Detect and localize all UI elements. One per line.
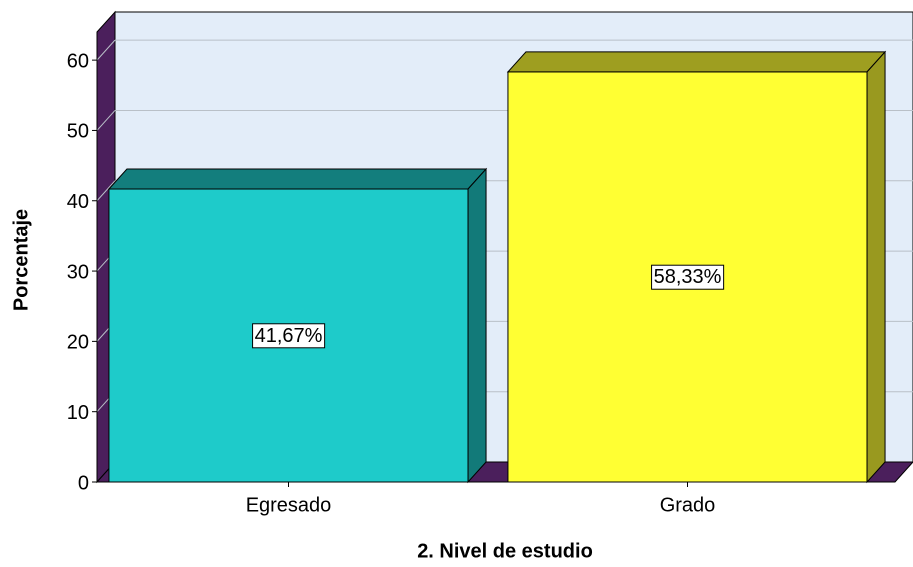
- value-label: 58,33%: [654, 266, 722, 288]
- grid-line: [96, 39, 116, 61]
- y-tick-label: 40: [67, 191, 89, 213]
- y-tick-label: 60: [67, 50, 89, 72]
- y-tick-label: 50: [67, 121, 89, 143]
- grid-line: [96, 180, 116, 202]
- y-tick-label: 30: [67, 261, 89, 283]
- y-tick-label: 20: [67, 332, 89, 354]
- grid-line: [96, 110, 116, 131]
- bar-side: [467, 167, 487, 484]
- bar-top: [107, 168, 488, 190]
- bar-side: [866, 50, 886, 484]
- x-tick-label: Egresado: [246, 494, 332, 516]
- y-axis-label: Porcentaje: [10, 209, 32, 311]
- bar-top: [506, 51, 887, 73]
- y-tick-label: 10: [67, 402, 89, 424]
- value-label-box: [651, 264, 725, 290]
- x-axis-label: 2. Nivel de estudio: [417, 540, 593, 562]
- value-label: 41,67%: [255, 325, 323, 347]
- y-tick-label: 0: [78, 472, 89, 494]
- x-tick-label: Grado: [660, 494, 716, 516]
- value-label-box: [252, 323, 326, 349]
